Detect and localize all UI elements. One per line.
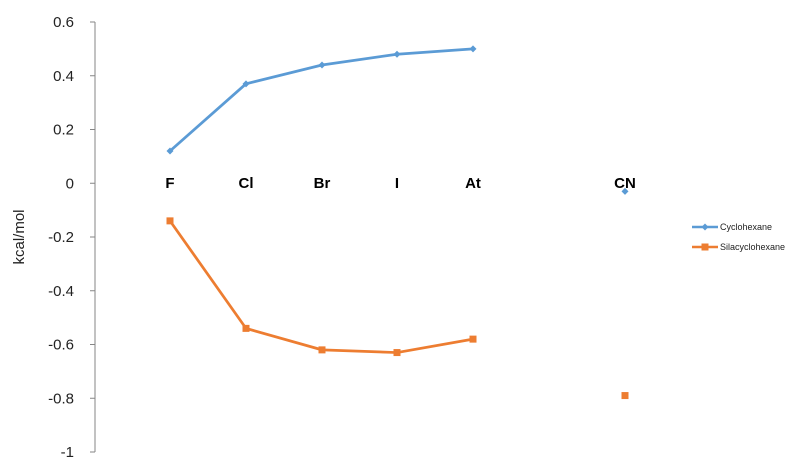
- data-point-marker: [393, 50, 401, 58]
- series-line: [168, 220, 474, 354]
- y-tick-label: 0.6: [53, 14, 74, 31]
- y-tick-label: -0.4: [48, 283, 74, 300]
- data-point-marker: [621, 392, 629, 400]
- legend-label: Silacyclohexane: [720, 242, 785, 252]
- data-point-marker: [701, 223, 709, 231]
- y-tick-label: 0: [66, 175, 74, 192]
- category-label: Cl: [239, 175, 254, 192]
- y-tick-label: -0.8: [48, 390, 74, 407]
- data-point-marker: [469, 45, 477, 53]
- y-axis-title: kcal/mol: [11, 209, 28, 264]
- y-tick-label: -1: [61, 444, 74, 457]
- y-tick-label: 0.2: [53, 122, 74, 139]
- legend: Cyclohexane Silacyclohexane: [692, 222, 785, 252]
- data-point-marker: [318, 61, 326, 69]
- category-label: F: [165, 175, 174, 192]
- category-labels: F Cl Br I At CN: [165, 175, 635, 192]
- data-point-marker: [701, 243, 709, 251]
- category-label: At: [465, 175, 481, 192]
- data-point-marker: [393, 349, 401, 357]
- y-tick-label: -0.6: [48, 337, 74, 354]
- y-tick-label: 0.4: [53, 68, 74, 85]
- data-point-marker: [469, 335, 477, 343]
- data-point-marker: [166, 217, 174, 225]
- data-point-marker: [242, 324, 250, 332]
- y-axis-ticks: 0.6 0.4 0.2 0 -0.2 -0.4 -0.6 -0.8 -1: [48, 14, 95, 457]
- legend-label: Cyclohexane: [720, 222, 772, 232]
- category-label: I: [395, 175, 399, 192]
- series-lines: [168, 47, 474, 354]
- data-point-marker: [242, 80, 250, 88]
- series-markers: [166, 45, 629, 400]
- category-label: CN: [614, 175, 636, 192]
- data-point-marker: [621, 187, 629, 195]
- data-point-marker: [166, 147, 174, 155]
- data-point-marker: [318, 346, 326, 354]
- category-label: Br: [314, 175, 331, 192]
- y-tick-label: -0.2: [48, 229, 74, 246]
